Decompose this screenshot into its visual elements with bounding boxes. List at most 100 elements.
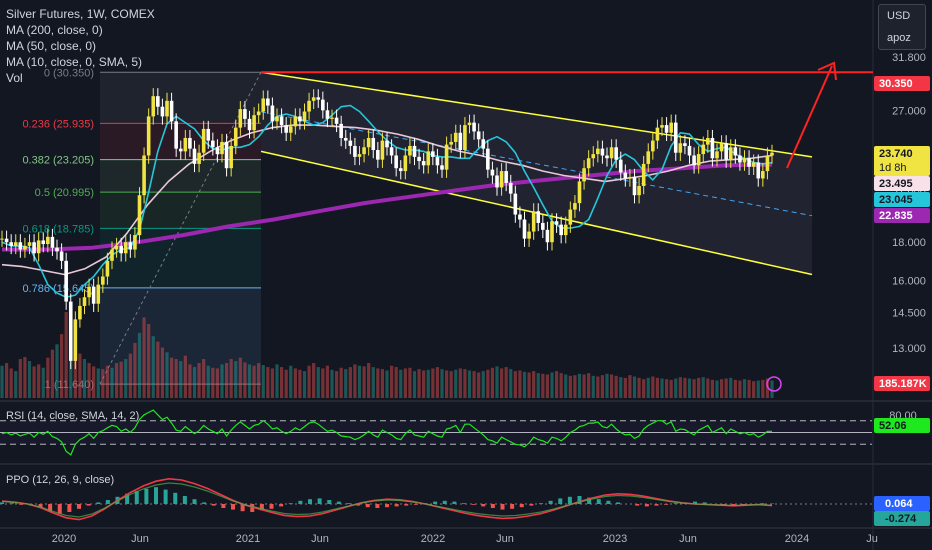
price-tick-label: 14.500 <box>892 308 926 320</box>
volume-bar <box>550 372 554 398</box>
candle-body <box>220 141 224 155</box>
volume-bar <box>472 371 476 398</box>
volume-bar <box>0 365 4 398</box>
candle-body <box>706 137 710 145</box>
fib-trendline <box>99 72 262 385</box>
volume-bar <box>321 368 325 398</box>
candle-body <box>715 151 719 159</box>
ppo-histogram-bar <box>250 504 255 512</box>
candle-body <box>119 245 123 254</box>
ppo-histogram-bar <box>693 501 697 504</box>
candle-body <box>343 137 348 141</box>
volume-bar <box>440 369 444 398</box>
volume-bar <box>165 352 169 398</box>
scale-mode-label: apoz <box>887 32 911 44</box>
ppo-histogram-bar <box>539 503 543 504</box>
volume-bar <box>596 376 600 398</box>
ppo-histogram-bar <box>38 504 43 508</box>
candle-body <box>238 109 243 128</box>
candle-body <box>421 161 426 166</box>
volume-bar <box>632 376 637 398</box>
candle-body <box>664 125 669 133</box>
candle-body <box>710 137 715 159</box>
volume-bar <box>87 363 91 398</box>
candle-body <box>211 140 215 148</box>
volume-bar <box>605 373 609 398</box>
price-marker <box>874 176 930 191</box>
candle-body <box>275 116 279 122</box>
candle-body <box>311 97 316 101</box>
candle-body <box>426 151 431 166</box>
candle-body <box>330 117 334 119</box>
volume-bar <box>426 369 430 398</box>
candle-body <box>577 181 582 204</box>
candle-body <box>23 245 27 250</box>
ppo-histogram-bar <box>327 500 332 504</box>
candle-body <box>380 140 385 160</box>
volume-bar <box>9 368 13 398</box>
volume-bar <box>701 377 705 398</box>
volume-bar <box>206 365 210 398</box>
volume-bar <box>568 375 572 398</box>
volume-bar <box>142 317 146 398</box>
ppo-histogram-bar <box>105 500 110 504</box>
ppo-histogram-bar <box>211 504 216 506</box>
candle-body <box>4 238 9 243</box>
legend-vol: Vol <box>6 71 23 85</box>
candle-body <box>550 221 554 243</box>
fib-label: 0.382 (23.205) <box>22 155 94 167</box>
volume-bar <box>147 324 151 398</box>
ppo-histogram-bar <box>394 504 399 507</box>
price-marker-label: 23.740 <box>879 148 913 160</box>
volume-bar <box>499 368 504 398</box>
candle-body <box>353 145 357 157</box>
ppo-histogram-bar <box>336 501 341 504</box>
volume-bar <box>752 381 756 398</box>
ppo-histogram-bar <box>741 504 746 505</box>
volume-bar <box>477 372 481 398</box>
volume-bar <box>279 367 284 398</box>
candle-body <box>46 236 50 245</box>
candle-body <box>87 286 91 298</box>
candle-body <box>637 185 641 196</box>
candle-body <box>334 117 339 124</box>
candle-body <box>307 100 311 112</box>
candle-body <box>321 99 325 111</box>
candle-body <box>270 105 275 122</box>
volume-bar <box>325 365 330 398</box>
fib-zone <box>100 287 261 385</box>
volume-bar <box>582 374 586 398</box>
volume-bar <box>522 371 527 398</box>
time-axis-label: Jun <box>311 533 329 545</box>
candle-body <box>0 238 4 240</box>
candle-body <box>586 158 591 169</box>
volume-bar <box>174 359 178 398</box>
ppo-histogram-bar <box>760 503 765 504</box>
candle-body <box>623 172 628 179</box>
ppo-histogram-bar <box>721 504 726 505</box>
volume-bar <box>92 366 96 398</box>
candle-body <box>692 155 696 166</box>
ppo-histogram-bar <box>48 504 53 512</box>
volume-bar <box>23 357 27 398</box>
candle-body <box>458 132 463 150</box>
currency-selector[interactable]: USD apoz <box>878 4 926 50</box>
volume-bar <box>151 336 155 398</box>
ppo-histogram-bar <box>86 504 91 506</box>
candle-body <box>59 251 64 261</box>
candle-body <box>348 140 353 146</box>
time-axis-label: Jun <box>679 533 697 545</box>
candle-body <box>508 182 513 194</box>
candle-body <box>486 148 490 170</box>
candle-body <box>600 148 605 156</box>
candle-body <box>188 137 192 149</box>
ppo-histogram-bar <box>596 499 601 504</box>
volume-bar <box>532 371 536 398</box>
ppo-histogram-bar <box>471 504 476 505</box>
volume-bar <box>664 379 669 398</box>
candle-body <box>362 147 366 155</box>
ppo-histogram-bar <box>77 504 81 509</box>
fib-label: 0.786 (15.645) <box>22 283 94 295</box>
candle-body <box>339 123 343 138</box>
